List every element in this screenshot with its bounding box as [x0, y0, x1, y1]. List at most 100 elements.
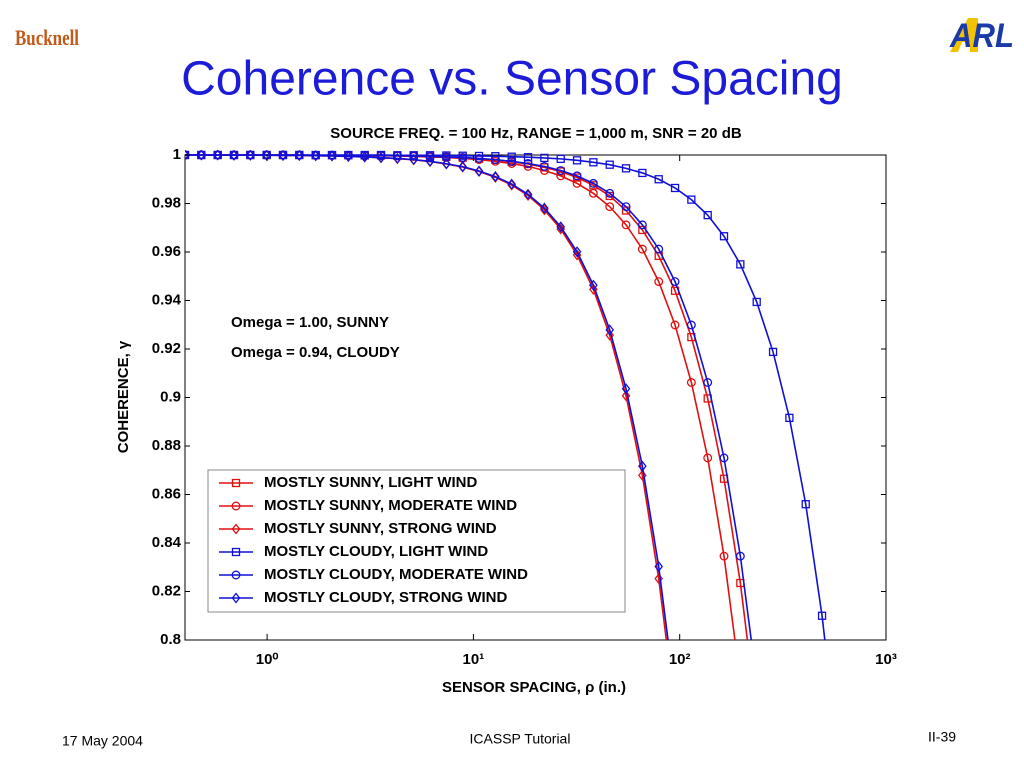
data-point — [540, 153, 549, 163]
footer-page: II-39 — [928, 729, 956, 745]
data-point — [589, 283, 598, 295]
data-point — [719, 453, 729, 463]
data-point — [442, 158, 451, 170]
y-tick-label: 0.94 — [152, 291, 182, 308]
data-point — [572, 171, 582, 181]
data-point — [344, 150, 353, 163]
data-point — [425, 152, 435, 161]
series-line — [185, 154, 668, 640]
y-tick-label: 0.86 — [152, 485, 181, 502]
data-point — [572, 246, 582, 258]
data-point — [523, 188, 533, 200]
data-point — [654, 560, 664, 573]
chart-title: SOURCE FREQ. = 100 Hz, RANGE = 1,000 m, … — [330, 125, 742, 142]
legend-marker — [231, 501, 241, 511]
y-tick-label: 0.96 — [152, 243, 181, 260]
data-point — [605, 160, 614, 169]
data-point — [441, 152, 451, 162]
data-point — [507, 156, 517, 166]
data-point — [703, 453, 713, 463]
logo-right-art — [950, 18, 978, 52]
legend-label: MOSTLY CLOUDY, LIGHT WIND — [264, 543, 488, 560]
data-point — [540, 202, 549, 214]
data-point — [737, 678, 745, 686]
data-point — [539, 161, 549, 171]
data-point — [752, 297, 761, 307]
data-point — [817, 611, 827, 620]
y-axis-label: COHERENCE, γ — [115, 340, 132, 453]
data-point — [621, 390, 631, 402]
annotation: Omega = 0.94, CLOUDY — [231, 344, 400, 361]
legend-label: MOSTLY CLOUDY, STRONG WIND — [264, 589, 508, 606]
legend-label: MOSTLY SUNNY, STRONG WIND — [264, 520, 497, 537]
legend-marker — [231, 478, 241, 488]
legend: MOSTLY SUNNY, LIGHT WIND MOSTLY SUNNY, MO… — [207, 469, 626, 613]
data-point — [393, 152, 402, 164]
annotation: Omega = 1.00, SUNNY — [231, 314, 389, 331]
data-point — [556, 171, 566, 181]
data-point — [768, 347, 778, 357]
data-point — [605, 202, 615, 212]
series-line — [185, 154, 749, 640]
data-point — [670, 277, 680, 287]
data-point — [540, 204, 549, 216]
data-point — [491, 171, 500, 183]
data-point — [556, 221, 566, 233]
data-point — [753, 678, 761, 686]
data-point — [197, 150, 206, 161]
data-point — [638, 469, 647, 481]
data-point — [703, 210, 712, 220]
data-point — [670, 320, 680, 330]
y-tick-label: 0.92 — [152, 340, 181, 357]
data-point — [621, 220, 631, 230]
y-tick-label: 0.88 — [152, 437, 181, 454]
data-point — [474, 165, 484, 177]
data-point — [556, 154, 565, 164]
data-point — [588, 178, 598, 188]
data-point — [735, 551, 745, 561]
data-point — [654, 175, 663, 184]
data-point — [637, 244, 647, 254]
data-point — [213, 150, 222, 161]
data-point — [589, 158, 598, 167]
x-tick-label: 10⁰ — [256, 651, 279, 668]
data-point — [311, 150, 321, 162]
data-point — [589, 279, 598, 291]
x-tick-label: 10³ — [875, 651, 897, 668]
data-point — [246, 150, 255, 161]
y-tick-label: 0.98 — [152, 194, 181, 211]
data-point — [670, 183, 680, 193]
data-point — [376, 152, 386, 164]
data-point — [458, 161, 468, 173]
data-point — [523, 189, 533, 202]
data-point — [523, 153, 533, 162]
data-point — [621, 383, 631, 395]
data-point — [672, 706, 679, 715]
data-point — [278, 150, 288, 162]
data-point — [360, 151, 370, 163]
data-point — [654, 573, 664, 585]
logo-left: Bucknell — [15, 25, 79, 50]
data-point — [295, 150, 304, 162]
data-point — [185, 150, 190, 161]
data-point — [719, 232, 729, 241]
data-point — [637, 220, 647, 230]
data-point — [572, 156, 582, 165]
data-point — [686, 378, 696, 387]
data-point — [654, 277, 664, 287]
legend-marker — [231, 592, 241, 604]
data-point — [507, 178, 516, 190]
plot-area — [185, 150, 827, 715]
x-tick-label: 10¹ — [463, 651, 485, 668]
x-axis-label: SENSOR SPACING, ρ (in.) — [442, 679, 626, 696]
data-point — [736, 260, 745, 269]
data-point — [327, 150, 337, 162]
legend-marker — [231, 523, 241, 535]
data-point — [719, 551, 729, 561]
data-point — [474, 153, 484, 163]
data-point — [672, 691, 679, 700]
x-tick-label: 10² — [669, 651, 691, 668]
legend-box — [207, 469, 626, 613]
y-tick-label: 0.84 — [152, 534, 182, 551]
